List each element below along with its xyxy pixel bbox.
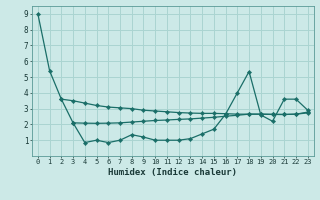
X-axis label: Humidex (Indice chaleur): Humidex (Indice chaleur) (108, 168, 237, 177)
